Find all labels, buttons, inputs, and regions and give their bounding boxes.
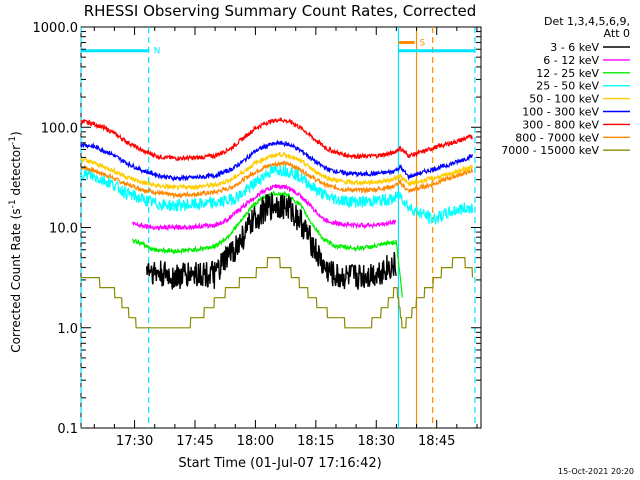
series-50-100-kev xyxy=(80,151,474,191)
y-tick-label: 0.1 xyxy=(57,422,78,437)
legend-header: Att 0 xyxy=(604,27,630,40)
y-tick-label: 10.0 xyxy=(49,222,78,237)
flag-bars: NS xyxy=(81,39,475,57)
x-axis: 17:30 17:45 18:00 18:15 18:30 18:45 xyxy=(93,27,478,449)
chart-title: RHESSI Observing Summary Count Rates, Co… xyxy=(84,2,477,20)
legend-header: Det 1,3,4,5,6,9, xyxy=(544,15,630,28)
legend-label-800-7000-kev: 800 - 7000 keV xyxy=(515,131,599,144)
legend-label-6-12-kev: 6 - 12 keV xyxy=(543,54,599,67)
flag-label-saa: S xyxy=(420,39,426,49)
y-tick-label: 1000.0 xyxy=(33,21,79,36)
plot-frame xyxy=(80,26,482,429)
legend-label-7000-15000-kev: 7000 - 15000 keV xyxy=(501,144,599,157)
series-group xyxy=(80,116,474,329)
series-3-6-kev xyxy=(146,191,397,290)
legend-label-100-300-kev: 100 - 300 keV xyxy=(522,106,599,119)
y-axis: 0.1 1.0 10.0 100.0 1000.0 xyxy=(33,21,481,437)
legend-label-300-800-kev: 300 - 800 keV xyxy=(522,118,599,131)
y-tick-label: 100.0 xyxy=(41,121,78,136)
series-7000-15000-kev xyxy=(81,257,474,329)
x-tick-label: 17:45 xyxy=(176,434,213,449)
y-tick-label: 1.0 xyxy=(57,322,78,337)
legend-label-12-25-kev: 12 - 25 keV xyxy=(536,67,599,80)
series-25-50-kev xyxy=(80,164,474,226)
x-tick-label: 18:45 xyxy=(418,434,455,449)
x-axis-label: Start Time (01-Jul-07 17:16:42) xyxy=(178,456,381,471)
legend-label-50-100-kev: 50 - 100 keV xyxy=(529,93,599,106)
x-tick-label: 18:30 xyxy=(358,434,395,449)
y-axis-label: Corrected Count Rate (s-1 detector-1) xyxy=(8,131,23,352)
series-800-7000-kev xyxy=(80,159,474,200)
x-tick-label: 18:15 xyxy=(297,434,334,449)
x-tick-label: 17:30 xyxy=(116,434,153,449)
series-6-12-kev xyxy=(132,183,397,232)
flag-label-night: N xyxy=(154,47,161,57)
series-300-800-kev xyxy=(80,116,474,162)
legend-label-3-6-kev: 3 - 6 keV xyxy=(550,41,599,54)
timestamp: 15-Oct-2021 20:20 xyxy=(558,467,634,476)
series-100-300-kev xyxy=(80,139,474,182)
x-tick-label: 18:00 xyxy=(237,434,274,449)
legend-label-25-50-kev: 25 - 50 keV xyxy=(536,80,599,93)
